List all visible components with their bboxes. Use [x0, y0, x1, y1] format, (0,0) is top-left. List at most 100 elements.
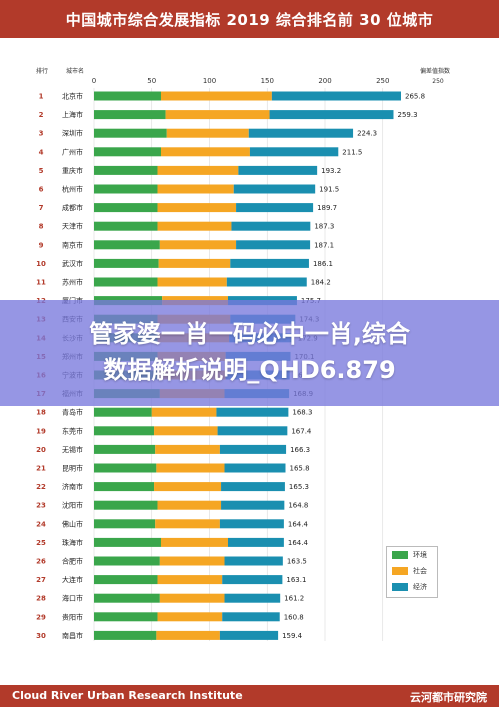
bar-value-label: 187.3: [314, 223, 334, 231]
bar-value-label: 164.4: [288, 520, 309, 528]
legend-swatch-env: [392, 551, 408, 559]
rank-label: 18: [36, 409, 46, 417]
rank-label: 25: [36, 539, 46, 547]
footer-institute-en: Cloud River Urban Research Institute: [12, 689, 243, 702]
bar-value-label: 161.2: [284, 595, 304, 603]
bar-segment-env: [94, 203, 158, 213]
overlay-line-1: 管家婆一肖一码必中一肖,综合: [88, 320, 411, 348]
bar-segment-economy: [271, 91, 401, 101]
bar-segment-env: [94, 128, 167, 138]
bar-segment-env: [94, 165, 158, 175]
bar-segment-economy: [231, 221, 311, 231]
city-label: 成都市: [62, 203, 83, 212]
city-column-header: 城市名: [66, 67, 84, 75]
bar-segment-env: [94, 277, 158, 287]
bar-value-label: 165.3: [289, 483, 309, 491]
x-tick-label-200: 200: [318, 77, 331, 85]
bar-segment-economy: [249, 147, 339, 157]
legend-item-economy: 经济: [387, 579, 437, 595]
bar-segment-society: [166, 128, 249, 138]
rank-label: 3: [39, 130, 44, 138]
bar-segment-economy: [227, 537, 284, 547]
x-tick-label-100: 100: [203, 77, 216, 85]
bar-segment-society: [157, 184, 234, 194]
bar-value-label: 265.8: [405, 93, 425, 101]
bar-segment-economy: [224, 463, 286, 473]
x-tick-label-150: 150: [261, 77, 274, 85]
bar-segment-env: [94, 147, 161, 157]
bar-segment-economy: [236, 203, 314, 213]
bar-segment-economy: [236, 240, 311, 250]
bar-segment-society: [157, 221, 232, 231]
legend-item-society: 社会: [387, 563, 437, 579]
bar-segment-env: [94, 426, 155, 436]
bar-segment-economy: [233, 184, 316, 194]
x-tick-label-0: 0: [92, 77, 96, 85]
bar-segment-economy: [224, 593, 281, 603]
bar-segment-society: [160, 147, 250, 157]
bar-segment-env: [94, 463, 157, 473]
bar-value-label: 167.4: [291, 427, 312, 435]
bar-value-label: 259.3: [397, 111, 417, 119]
footer-institute-zh: 云河都市研究院: [410, 691, 487, 704]
bar-value-label: 224.3: [357, 130, 377, 138]
legend-swatch-economy: [392, 583, 408, 591]
overlay-line-2: 数据解析说明_QHD6.879: [103, 356, 396, 384]
bar-segment-society: [157, 277, 227, 287]
bar-segment-society: [158, 258, 231, 268]
bar-segment-economy: [230, 258, 309, 268]
legend-item-env: 环境: [387, 547, 437, 563]
bar-segment-env: [94, 630, 157, 640]
bar-segment-env: [94, 91, 161, 101]
rank-label: 24: [36, 520, 46, 528]
city-label: 天津市: [62, 222, 83, 231]
city-label: 珠海市: [62, 538, 83, 547]
chart-legend: 环境 社会 经济: [386, 546, 438, 598]
bar-segment-economy: [219, 630, 279, 640]
city-label: 海口市: [62, 594, 83, 603]
bar-segment-economy: [217, 426, 288, 436]
bar-segment-economy: [238, 165, 318, 175]
bar-value-label: 163.5: [287, 558, 307, 566]
bar-segment-economy: [222, 575, 283, 585]
city-label: 南京市: [62, 240, 83, 249]
bar-segment-society: [155, 519, 220, 529]
rank-label: 2: [39, 111, 44, 119]
bar-value-label: 159.4: [282, 632, 303, 640]
rank-label: 5: [39, 167, 44, 175]
bar-segment-economy: [226, 277, 307, 287]
bar-segment-economy: [248, 128, 354, 138]
page-title: 中国城市综合发展指标 2019 综合排名前 30 位城市: [0, 0, 499, 38]
rank-label: 11: [36, 279, 46, 287]
bar-value-label: 163.1: [286, 576, 306, 584]
bar-segment-society: [159, 240, 237, 250]
bar-segment-society: [155, 444, 220, 454]
rank-label: 9: [39, 241, 44, 249]
bar-value-label: 166.3: [290, 446, 310, 454]
bar-segment-env: [94, 221, 158, 231]
rank-label: 8: [39, 223, 44, 231]
rank-label: 27: [36, 576, 46, 584]
city-label: 大连市: [62, 575, 83, 584]
city-label: 广州市: [62, 147, 83, 156]
bar-segment-env: [94, 500, 158, 510]
bar-segment-society: [159, 593, 225, 603]
bar-segment-economy: [222, 612, 280, 622]
bar-segment-society: [159, 556, 225, 566]
city-label: 青岛市: [62, 408, 83, 417]
rank-label: 19: [36, 427, 46, 435]
bar-value-label: 186.1: [313, 260, 333, 268]
city-label: 沈阳市: [62, 501, 83, 510]
bar-segment-env: [94, 519, 156, 529]
rank-label: 21: [36, 465, 46, 473]
bar-segment-env: [94, 258, 159, 268]
rank-label: 26: [36, 558, 46, 566]
rank-label: 23: [36, 502, 46, 510]
value-column-header: 偏差值指数: [420, 67, 450, 75]
bar-segment-env: [94, 537, 161, 547]
bar-value-label: 165.8: [289, 465, 309, 473]
footer-bar: Cloud River Urban Research Institute 云河都…: [0, 685, 499, 707]
rank-label: 20: [36, 446, 46, 454]
bar-segment-society: [157, 165, 239, 175]
bar-segment-economy: [219, 519, 284, 529]
